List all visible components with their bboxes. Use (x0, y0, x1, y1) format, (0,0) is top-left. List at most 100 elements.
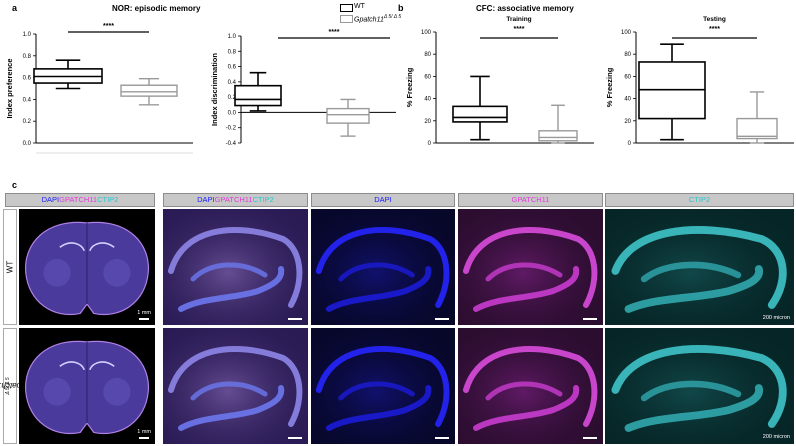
y-tick-label: 0.0 (23, 141, 32, 147)
box-wt (33, 59, 103, 90)
y-axis-label: % Freezing (405, 67, 414, 107)
chart-title: Testing (703, 16, 726, 23)
legend-label-mut: Gpatch11Δ 5/ Δ 5 (354, 14, 402, 24)
row-label-mut: Gpatch11Δ 5/ Δ 5 (0, 328, 27, 444)
scale-bar-label: 1 mm (137, 310, 151, 316)
channel-label-gpatch11: GPATCH11 (214, 195, 253, 204)
panel-a-title: NOR: episodic memory (112, 4, 201, 13)
box-mutant (120, 77, 178, 106)
box-mutant (736, 91, 778, 144)
y-tick-label: 80 (624, 52, 631, 58)
channel-header-4: GPATCH11 (458, 193, 603, 207)
scale-bar (288, 318, 302, 320)
panel-b-title: CFC: associative memory (476, 4, 574, 13)
y-axis-label: Index discrimination (210, 53, 219, 126)
box-mutant (538, 104, 578, 144)
box-iqr (452, 105, 508, 123)
channel-header-2: DAPIGPATCH11CTIP2 (163, 193, 308, 207)
channel-label-ctip2: CTIP2 (252, 195, 274, 204)
y-tick-label: 40 (624, 97, 631, 103)
scale-bar (288, 437, 302, 439)
channel-label-ctip2: CTIP2 (688, 195, 711, 204)
y-tick-label: 0.4 (228, 80, 237, 86)
significance-label: **** (709, 26, 720, 33)
scale-bar (583, 437, 597, 439)
channel-header-3: DAPI (311, 193, 455, 207)
scale-bar-label: 1 mm (137, 429, 151, 435)
box-iqr (120, 84, 178, 97)
y-tick-label: 0.4 (23, 97, 32, 103)
channel-header-5: CTIP2 (605, 193, 794, 207)
box-mutant (326, 98, 370, 137)
micrograph-mut-dapi (311, 328, 455, 444)
y-tick-label: 100 (421, 30, 432, 36)
y-tick-label: 0.6 (228, 65, 237, 71)
micrograph-wt-dapi (311, 209, 455, 325)
channel-label-dapi: DAPI (41, 195, 60, 204)
channel-label-ctip2: CTIP2 (97, 195, 119, 204)
y-axis-label: % Freezing (605, 67, 614, 107)
y-tick-label: 40 (424, 97, 431, 103)
row-label-wt: WT (3, 209, 17, 325)
y-tick-label: 0 (428, 141, 432, 147)
y-axis-label: Index preference (5, 58, 14, 118)
y-tick-label: 0.2 (23, 119, 32, 125)
box-wt (638, 43, 706, 141)
channel-label-gpatch11: GPATCH11 (511, 195, 550, 204)
channel-header-1: DAPIGPATCH11CTIP2 (5, 193, 155, 207)
micrograph-wt-merge (163, 209, 308, 325)
scale-bar-label: 200 micron (762, 434, 790, 440)
significance-label: **** (329, 29, 340, 36)
y-tick-label: 0.6 (23, 76, 32, 82)
chart-index-discrimination: -0.4 -0.2 0.0 0.2 0.4 0.6 0.8 1.0 Index discrimi… (210, 29, 396, 147)
chart-title: Training (506, 16, 531, 23)
box-iqr (234, 84, 282, 107)
scale-bar (583, 318, 597, 320)
channel-label-gpatch11: GPATCH11 (59, 195, 98, 204)
legend-label-wt: WT (354, 3, 365, 10)
micrograph-mut-gp (458, 328, 603, 444)
y-tick-label: 0 (628, 141, 632, 147)
chart-index-preference: 0.0 0.2 0.4 0.6 0.8 1.0 Index preference **** (5, 23, 193, 154)
box-wt (234, 71, 282, 112)
scale-bar (139, 318, 149, 320)
micrograph-mut-merge (163, 328, 308, 444)
y-tick-label: 100 (621, 30, 632, 36)
box-wt (452, 75, 508, 141)
y-tick-label: -0.2 (226, 126, 237, 132)
y-tick-label: 0.8 (23, 54, 32, 60)
micrograph-wt-brain: 1 mm (19, 209, 155, 325)
scale-bar (435, 318, 449, 320)
micrograph-mut-ct: 200 micron (605, 328, 794, 444)
significance-label: **** (103, 23, 114, 30)
y-tick-label: 60 (624, 74, 631, 80)
box-iqr (736, 117, 778, 140)
chart-testing-freezing: 0 20 40 60 80 100 % Freezing Testing **** (605, 16, 794, 147)
box-iqr (326, 107, 370, 124)
scale-bar (139, 437, 149, 439)
chart-training-freezing: 0 20 40 60 80 100 % Freezing Training **** (405, 16, 594, 147)
y-tick-label: 20 (624, 119, 631, 125)
legend-swatch-wt (340, 4, 353, 12)
y-tick-label: 0.0 (228, 110, 237, 116)
y-tick-label: -0.4 (226, 141, 237, 147)
micrograph-wt-gp (458, 209, 603, 325)
y-tick-label: 0.2 (228, 95, 237, 101)
scale-bar (435, 437, 449, 439)
channel-label-dapi: DAPI (197, 195, 215, 204)
box-iqr (538, 130, 578, 142)
micrograph-mut-brain: 1 mm (19, 328, 155, 444)
significance-label: **** (514, 26, 525, 33)
legend-swatch-mut (340, 15, 353, 23)
y-tick-label: 1.0 (23, 32, 32, 38)
y-tick-label: 0.8 (228, 49, 237, 55)
y-tick-label: 80 (424, 52, 431, 58)
panel-a-letter: a (12, 3, 18, 13)
legend: WT Gpatch11Δ 5/ Δ 5 (340, 3, 402, 25)
panel-b-letter: b (398, 3, 404, 13)
y-tick-label: 1.0 (228, 34, 237, 40)
micrograph-wt-ct: 200 micron (605, 209, 794, 325)
panel-c-letter: c (12, 180, 18, 190)
channel-label-dapi: DAPI (374, 195, 392, 204)
y-tick-label: 20 (424, 119, 431, 125)
